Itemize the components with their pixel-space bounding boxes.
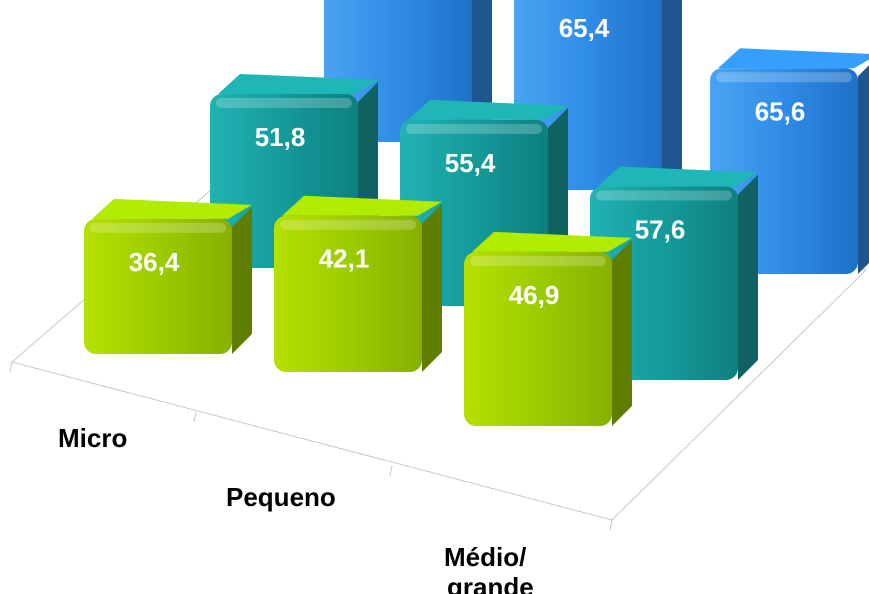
category-label: Médio/grande (444, 542, 534, 594)
data-label: 55,4 (445, 148, 496, 178)
bar-highlight (216, 97, 352, 108)
bar-top (218, 73, 378, 94)
bar-top (718, 48, 869, 69)
bar-side (662, 0, 682, 190)
bar-front (464, 251, 612, 426)
bar-side (422, 203, 442, 372)
data-label: 57,6 (635, 214, 686, 244)
data-label: 51,8 (255, 122, 306, 152)
bar-top (282, 195, 442, 216)
data-label: 36,4 (129, 247, 180, 277)
bar-side (738, 174, 758, 380)
axis-tick (193, 411, 197, 423)
axis-tick (9, 361, 13, 373)
data-label: 65,6 (755, 96, 806, 126)
bar-top (472, 231, 632, 252)
category-label: Micro (58, 423, 127, 453)
category-labels: Micro Pequeno Médio/grande (58, 423, 534, 594)
bar: 46,9 (464, 231, 632, 426)
bar-top (598, 166, 758, 187)
bar-highlight (470, 255, 606, 266)
data-label: 63,3 (369, 0, 420, 1)
bar-highlight (406, 123, 542, 134)
bar-side (858, 65, 869, 274)
bar-top (92, 198, 252, 219)
bar-highlight (716, 72, 852, 83)
category-label: Pequeno (226, 482, 336, 512)
bar-front (274, 215, 422, 372)
bar-highlight (280, 219, 416, 230)
bar-side (232, 206, 252, 354)
data-label: 46,9 (509, 280, 560, 310)
data-label: 65,4 (559, 13, 610, 43)
bar-top (408, 99, 568, 120)
bar: 36,4 (84, 198, 252, 354)
bar-highlight (596, 190, 732, 201)
axis-tick (389, 465, 393, 477)
bar-highlight (90, 222, 226, 233)
bar-side (612, 239, 632, 426)
bar: 42,1 (274, 195, 442, 372)
data-label: 42,1 (319, 244, 370, 274)
axis-tick (609, 519, 613, 531)
bar-front (84, 218, 232, 354)
bar-group: 63,3 65,4 65,6 51,8 55,4 57,6 36,4 42,1 46,9 (84, 0, 869, 426)
